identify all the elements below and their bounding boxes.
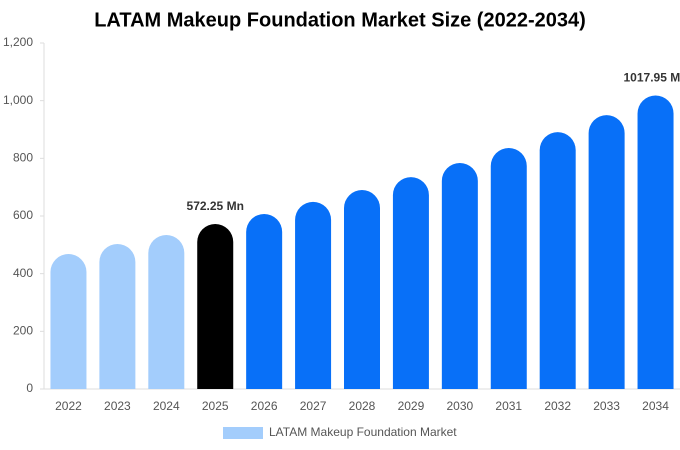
x-tick-label: 2030 (446, 399, 473, 413)
value-label: 1017.95 Mn (624, 71, 680, 85)
bar (392, 177, 429, 389)
bar (50, 254, 87, 389)
bar (344, 190, 380, 389)
bar (148, 235, 185, 389)
y-tick-label: 600 (13, 208, 33, 222)
x-tick-label: 2033 (593, 399, 620, 413)
bar (99, 243, 136, 389)
bar (246, 213, 283, 389)
x-tick-label: 2027 (300, 399, 327, 413)
value-label: 572.25 Mn (187, 199, 244, 213)
x-tick-label: 2026 (251, 399, 278, 413)
y-tick-label: 400 (13, 266, 33, 280)
chart-title: LATAM Makeup Foundation Market Size (202… (94, 9, 586, 31)
x-tick-label: 2025 (202, 399, 229, 413)
x-tick-label: 2029 (398, 399, 425, 413)
bar (637, 95, 674, 389)
legend-swatch (223, 427, 263, 439)
x-tick-label: 2023 (104, 399, 131, 413)
x-tick-label: 2028 (349, 399, 376, 413)
bar (295, 201, 332, 389)
y-tick-label: 1,000 (3, 93, 33, 107)
x-tick-label: 2034 (642, 399, 669, 413)
bar (197, 224, 234, 389)
y-tick-label: 1,200 (3, 35, 33, 49)
bar (441, 162, 478, 389)
bar (490, 147, 527, 389)
y-tick-label: 200 (13, 324, 33, 338)
y-tick-label: 0 (26, 381, 33, 395)
x-tick-label: 2032 (544, 399, 571, 413)
y-tick-label: 800 (13, 151, 33, 165)
legend-label: LATAM Makeup Foundation Market (269, 425, 457, 439)
bar (539, 132, 576, 389)
x-tick-label: 2022 (55, 399, 82, 413)
x-tick-label: 2031 (495, 399, 522, 413)
x-tick-label: 2024 (153, 399, 180, 413)
bar (588, 115, 625, 390)
